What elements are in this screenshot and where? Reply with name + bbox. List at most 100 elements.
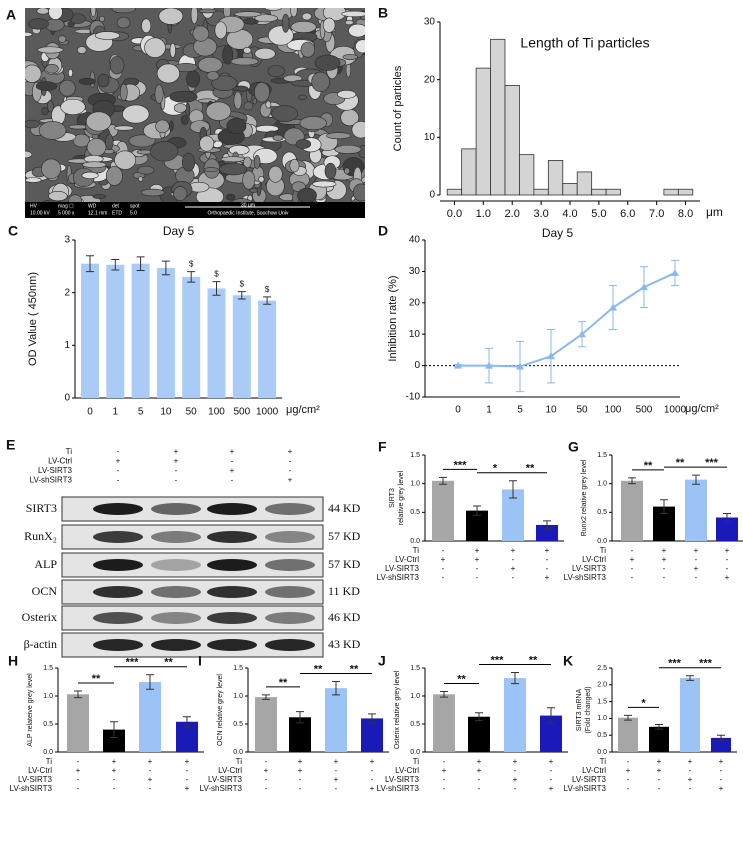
bar (207, 288, 226, 398)
particle (186, 70, 200, 88)
particle (128, 134, 156, 148)
bar (139, 682, 161, 752)
y-tick-label: 1.0 (410, 693, 420, 700)
condition-sign: + (475, 555, 480, 564)
particle (198, 8, 217, 14)
sem-info-value: 10.00 kV (30, 210, 50, 216)
condition-name: Ti (600, 757, 607, 766)
marker (609, 303, 617, 311)
condition-name: LV-shSIRT3 (10, 784, 53, 793)
particle (114, 150, 137, 170)
particle (85, 111, 112, 132)
particle (230, 57, 259, 66)
particle (322, 17, 336, 33)
particle (25, 64, 42, 83)
particle (92, 194, 107, 199)
annotation: $ (214, 270, 219, 279)
particle (113, 125, 135, 131)
x-tick-label: 7.0 (649, 208, 664, 220)
marker (547, 352, 555, 360)
bar (466, 510, 488, 541)
x-tick-label: 10 (545, 405, 557, 416)
condition-name: LV-SIRT3 (38, 466, 72, 475)
error-bar (511, 671, 519, 685)
condition-sign: - (265, 775, 268, 784)
sig-label: *** (705, 457, 719, 469)
condition-sign: + (370, 757, 375, 766)
particle (155, 119, 170, 134)
bar (433, 694, 455, 752)
y-tick-label: 1.0 (43, 693, 53, 700)
particle (344, 167, 350, 175)
marker (640, 283, 648, 291)
condition-sign: + (688, 757, 693, 766)
particle (324, 162, 337, 180)
condition-sign: + (725, 546, 730, 555)
error-bar (475, 712, 483, 722)
y-tick-label: 1.5 (597, 698, 607, 705)
particle (99, 15, 105, 23)
particle (351, 120, 365, 139)
bar (536, 524, 558, 541)
protein-name: ALP (34, 557, 57, 571)
condition-sign: + (549, 784, 554, 793)
error-bar (296, 711, 304, 724)
error-bar (692, 474, 700, 485)
condition-sign: + (76, 766, 81, 775)
chart-title: Day 5 (542, 226, 574, 240)
particle (298, 94, 307, 100)
y-axis-label: SIRT3 (389, 488, 396, 508)
y-tick-label: 2 (64, 287, 70, 298)
particle (342, 54, 358, 60)
condition-sign: - (117, 447, 120, 456)
particle (264, 8, 282, 11)
condition-sign: - (695, 573, 698, 582)
condition-name: Ti (66, 447, 73, 456)
condition-name: LV-shSIRT3 (377, 784, 420, 793)
bar (461, 148, 477, 196)
error-bar (161, 260, 170, 276)
condition-name: Ti (600, 546, 607, 555)
particle (190, 8, 199, 25)
annotation: $ (240, 280, 245, 289)
y-tick-label: 0.5 (233, 721, 243, 728)
condition-sign: - (77, 775, 80, 784)
condition-sign: - (546, 555, 549, 564)
particle (72, 133, 91, 148)
particle (116, 16, 131, 29)
particle (344, 19, 354, 26)
y-axis-label: Count of particles (392, 65, 404, 151)
y-tick-label: 0.5 (410, 721, 420, 728)
error-bar (473, 505, 481, 516)
condition-sign: + (626, 766, 631, 775)
y-tick-label: 20 (424, 74, 436, 85)
condition-sign: - (476, 564, 479, 573)
sig-label: ** (350, 663, 359, 675)
blot-band (151, 586, 201, 598)
protein-size: 11 KD (328, 584, 360, 598)
panel-label: H (8, 653, 18, 669)
condition-name: LV-SIRT3 (572, 775, 606, 784)
condition-sign: + (662, 555, 667, 564)
blot-band (151, 639, 201, 651)
bar (131, 263, 150, 398)
condition-sign: - (442, 546, 445, 555)
particle (169, 91, 198, 103)
bar (621, 480, 643, 541)
condition-sign: - (265, 784, 268, 793)
condition-sign: - (512, 573, 515, 582)
condition-name: LV-Ctrl (218, 766, 242, 775)
condition-sign: - (726, 564, 729, 573)
condition-name: Ti (413, 757, 420, 766)
blot-band (93, 559, 143, 571)
bar (361, 718, 383, 752)
condition-sign: - (113, 775, 116, 784)
particle (226, 193, 236, 201)
condition-sign: - (631, 573, 634, 582)
y-tick-label: 1.5 (597, 452, 607, 459)
particle (59, 79, 76, 97)
blot-band (151, 503, 201, 515)
y-axis-label: OD Value ( 450nm) (27, 272, 39, 366)
x-tick-label: 5 (138, 407, 144, 418)
sig-label: ** (457, 673, 466, 685)
